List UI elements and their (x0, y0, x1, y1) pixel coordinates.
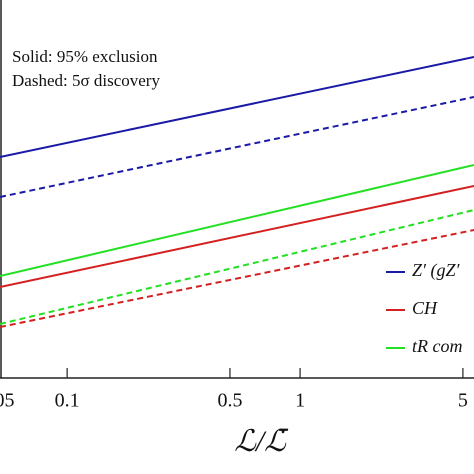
annotation: Solid: 95% exclusion (12, 47, 158, 66)
x-axis-label: ℒ/ℒ̄ (234, 425, 289, 458)
legend-label: tR com (412, 336, 462, 356)
dashed-line (0, 96, 474, 198)
x-tick-label: 0.05 (0, 390, 15, 412)
legend-label: Z′ (gZ′ (412, 260, 460, 281)
dashed-line (0, 229, 474, 328)
x-tick-label: 0.5 (217, 390, 242, 412)
annotation: Dashed: 5σ discovery (12, 71, 160, 90)
x-tick-label: 5 (458, 390, 468, 412)
solid-line (0, 56, 474, 158)
legend-label: CH (412, 298, 438, 318)
x-tick-label: 1 (295, 390, 305, 412)
solid-line (0, 185, 474, 288)
dashed-line (0, 209, 474, 325)
x-tick-label: 0.1 (55, 390, 80, 412)
solid-line (0, 164, 474, 277)
